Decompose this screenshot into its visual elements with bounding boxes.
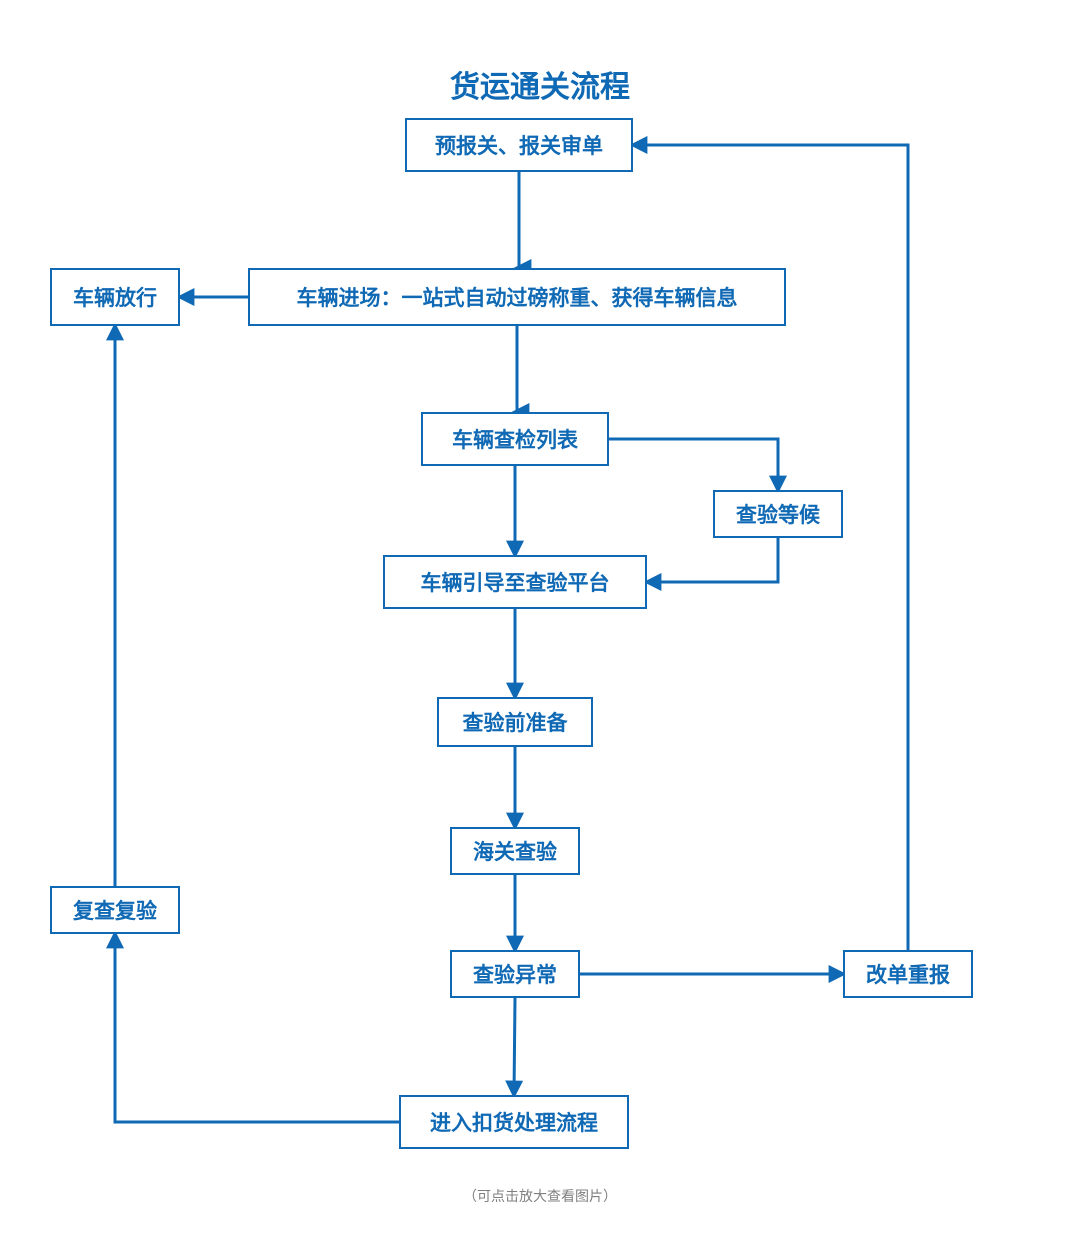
flowchart-node-n7: 查验前准备 <box>437 697 593 747</box>
flowchart-node-n2: 车辆进场：一站式自动过磅称重、获得车辆信息 <box>248 268 786 326</box>
flowchart-edge-n9-n11 <box>514 998 515 1095</box>
flowchart-edge-n1-n2 <box>517 172 519 268</box>
flowchart-caption: （可点击放大查看图片） <box>0 1186 1080 1206</box>
flowchart-node-n1: 预报关、报关审单 <box>405 118 633 172</box>
flowchart-node-n8: 海关查验 <box>450 827 580 875</box>
flowchart-node-n11: 进入扣货处理流程 <box>399 1095 629 1149</box>
flowchart-edge-n2-n4 <box>515 326 517 412</box>
flowchart-node-n3: 车辆放行 <box>50 268 180 326</box>
flowchart-node-n6: 车辆引导至查验平台 <box>383 555 647 609</box>
flowchart-edges <box>0 0 1080 1249</box>
flowchart-edge-n4-n5 <box>609 439 778 490</box>
flowchart-edge-n10-n1 <box>633 145 908 950</box>
flowchart-edge-n5-n6 <box>647 538 778 582</box>
flowchart-title: 货运通关流程 <box>0 62 1080 106</box>
flowchart-node-n9: 查验异常 <box>450 950 580 998</box>
flowchart-node-n4: 车辆查检列表 <box>421 412 609 466</box>
flowchart-canvas: 货运通关流程 预报关、报关审单车辆进场：一站式自动过磅称重、获得车辆信息 车辆放行… <box>0 0 1080 1249</box>
flowchart-node-n5: 查验等候 <box>713 490 843 538</box>
flowchart-node-n12: 复查复验 <box>50 886 180 934</box>
flowchart-edge-n11-n12 <box>115 934 399 1122</box>
flowchart-node-n10: 改单重报 <box>843 950 973 998</box>
